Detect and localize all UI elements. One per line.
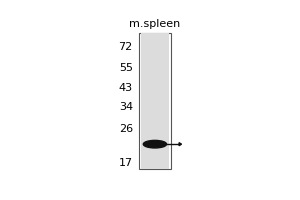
Polygon shape	[179, 143, 182, 146]
Text: 43: 43	[119, 83, 133, 93]
Text: 26: 26	[119, 124, 133, 134]
Text: 72: 72	[118, 42, 133, 52]
Bar	[139, 33, 171, 169]
Text: 34: 34	[119, 102, 133, 112]
Text: m.spleen: m.spleen	[129, 19, 181, 29]
Text: 17: 17	[119, 158, 133, 168]
Bar	[141, 33, 169, 169]
Text: 55: 55	[119, 63, 133, 73]
Ellipse shape	[143, 140, 167, 148]
